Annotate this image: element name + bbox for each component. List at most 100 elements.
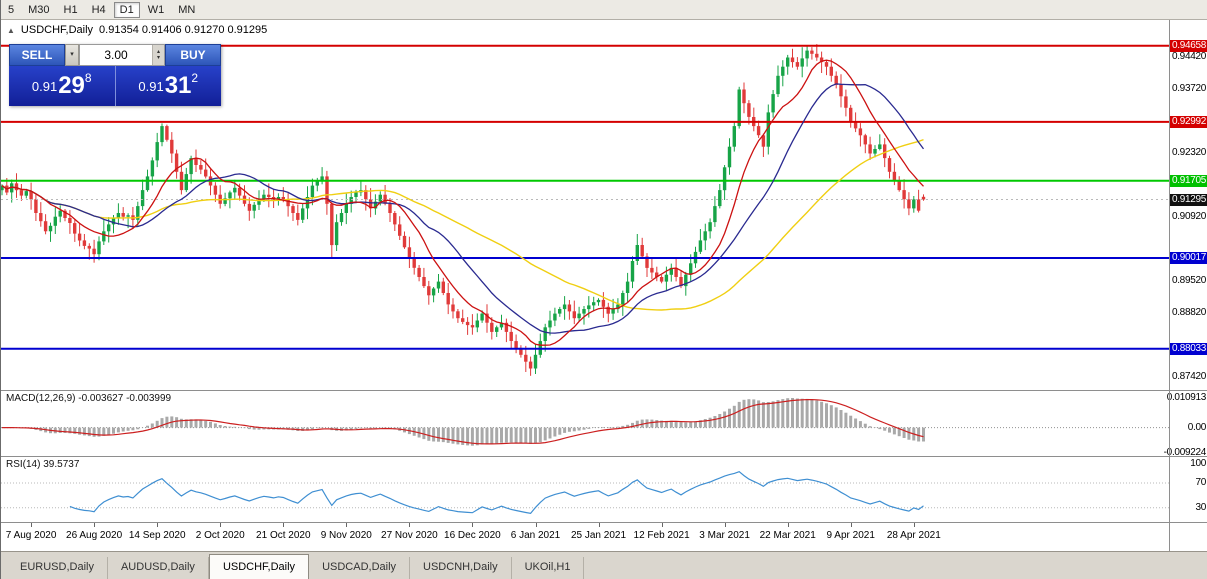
time-axis-tick [598,523,600,527]
axis-divider [1169,20,1170,551]
macd-axis: 0.010913 0.00 -0.009224 [1164,391,1207,458]
price-axis-tick: 0.92320 [1171,146,1206,158]
pane-divider-rsi[interactable] [1,456,1207,457]
time-axis-tick [787,523,789,527]
tab-usdcnh[interactable]: USDCNH,Daily [410,557,512,579]
one-click-price-row: 0.91 29 8 0.91 31 2 [9,66,221,106]
dropdown-icon: ▾ [70,51,74,58]
rsi-canvas[interactable] [1,457,1170,522]
macd-canvas[interactable] [1,391,1170,456]
price-axis-tick: 0.94420 [1171,50,1206,62]
macd-label: MACD(12,26,9) -0.003627 -0.003999 [6,393,172,404]
time-axis-tick [724,523,726,527]
price-axis-tick: 0.87420 [1171,370,1206,382]
timeframe-h4[interactable]: H4 [86,2,112,18]
time-axis-date-label: 26 Aug 2020 [66,530,123,541]
time-axis-date-label: 22 Mar 2021 [759,530,816,541]
time-axis-date-label: 28 Apr 2021 [886,530,941,541]
volume-increment-icon[interactable]: ▴ [156,49,160,55]
buy-price-panel[interactable]: 0.91 31 2 [115,66,221,106]
time-axis[interactable]: 7 Aug 2020 26 Aug 2020 14 Sep 2020 2 Oct 20… [1,523,1207,551]
time-axis-date-label: 9 Apr 2021 [826,530,875,541]
tab-ukoil[interactable]: UKOil,H1 [512,557,585,579]
sell-button[interactable]: SELL [9,44,65,66]
rsi-line [69,471,924,515]
time-axis-date-label: 2 Oct 2020 [195,530,245,541]
time-axis-tick [850,523,852,527]
volume-decrement-icon[interactable]: ▾ [156,55,160,61]
candles-series [1,44,926,376]
level-price-badge[interactable]: 0.90017 [1170,251,1207,264]
time-axis-date-label: 25 Jan 2021 [570,530,627,541]
price-axis-tick: 0.89520 [1171,274,1206,286]
time-axis-date-label: 3 Mar 2021 [699,530,750,541]
buy-price-big: 31 [164,72,192,99]
time-axis-tick [535,523,537,527]
time-axis-tick [661,523,663,527]
sell-price-panel[interactable]: 0.91 29 8 [9,66,116,106]
tab-audusd[interactable]: AUDUSD,Daily [108,557,209,579]
timeframe-d1[interactable]: D1 [113,1,140,18]
price-axis[interactable]: 0.94420 0.93720 0.92320 0.90920 0.89520 0.888… [1170,20,1207,390]
chart-ohlc-values: 0.91354 0.91406 0.91270 0.91295 [99,24,268,36]
time-axis-tick [157,523,159,527]
macd-indicator-pane[interactable]: MACD(12,26,9) -0.003627 -0.003999 [1,391,1170,456]
time-axis-tick [31,523,33,527]
rsi-axis: 100 70 30 [1170,457,1207,522]
tab-usdchf[interactable]: USDCHF,Daily [208,554,310,579]
macd-axis-tick: 0.010913 [1166,392,1207,403]
level-price-badge[interactable]: 0.92992 [1170,115,1207,128]
rsi-axis-tick: 70 [1195,477,1206,489]
rsi-axis-tick: 30 [1195,501,1206,513]
buy-price-prefix: 0.91 [138,78,164,94]
level-price-badge[interactable]: 0.91705 [1170,174,1207,187]
rsi-indicator-pane[interactable]: RSI(14) 39.5737 [1,457,1170,522]
timeframe-m5[interactable]: 5 [2,2,20,18]
pane-divider-macd[interactable] [1,390,1207,391]
time-axis-tick [220,523,222,527]
macd-signal-line [2,399,924,445]
buy-price-pip: 2 [191,71,199,85]
time-axis-tick [346,523,348,527]
time-axis-date-label: 16 Dec 2020 [444,530,501,541]
tab-eurusd[interactable]: EURUSD,Daily [7,557,108,579]
horizontal-level-lines[interactable] [1,44,1170,350]
timeframe-m30[interactable]: M30 [22,2,55,18]
level-price-badge[interactable]: 0.88033 [1170,342,1207,355]
timeframe-mn[interactable]: MN [172,2,201,18]
sell-options-button[interactable]: ▾ [65,44,79,66]
price-axis-tick: 0.93720 [1171,82,1206,94]
level-price-badge[interactable]: 0.94658 [1170,39,1207,52]
timeframe-toolbar: 5 M30 H1 H4 D1 W1 MN [1,0,1207,20]
buy-button[interactable]: BUY [165,44,221,66]
time-axis-date-label: 21 Oct 2020 [256,530,311,541]
price-axis-tick: 0.90920 [1171,210,1206,222]
price-axis-tick: 0.88820 [1171,306,1206,318]
rsi-label: RSI(14) 39.5737 [6,459,80,470]
tab-usdcad[interactable]: USDCAD,Daily [309,557,411,579]
one-click-order-row: SELL ▾ 3.00 ▴ ▾ BUY [9,44,221,66]
chart-header: ▲ USDCHF,Daily 0.91354 0.91406 0.91270 0… [7,24,267,36]
time-axis-tick [913,523,915,527]
volume-spinner[interactable]: ▴ ▾ [152,45,164,65]
timeframe-h1[interactable]: H1 [58,2,84,18]
rsi-level-lines [1,482,1170,509]
volume-field[interactable]: 3.00 ▴ ▾ [79,44,165,66]
time-axis-date-label: 14 Sep 2020 [128,530,186,541]
one-click-toggle-icon[interactable]: ▲ [7,25,15,35]
sell-price-pip: 8 [84,71,92,85]
price-chart-pane[interactable]: ▲ USDCHF,Daily 0.91354 0.91406 0.91270 0… [1,20,1170,390]
time-axis-date-label: 27 Nov 2020 [381,530,438,541]
time-axis-tick [283,523,285,527]
sell-price-prefix: 0.91 [31,78,58,94]
timeframe-w1[interactable]: W1 [142,2,171,18]
time-axis-date-label: 12 Feb 2021 [633,530,690,541]
current-price-badge[interactable]: 0.91295 [1170,193,1207,206]
time-axis-tick [472,523,474,527]
rsi-axis-tick: 100 [1190,458,1206,470]
macd-axis-tick: -0.009224 [1163,446,1207,458]
macd-axis-tick: 0.00 [1187,421,1207,433]
price-chart-canvas[interactable] [1,20,1170,390]
chart-tabs-bar: EURUSD,Daily AUDUSD,Daily USDCHF,Daily USDC… [1,551,1207,579]
macd-histogram [5,398,925,446]
